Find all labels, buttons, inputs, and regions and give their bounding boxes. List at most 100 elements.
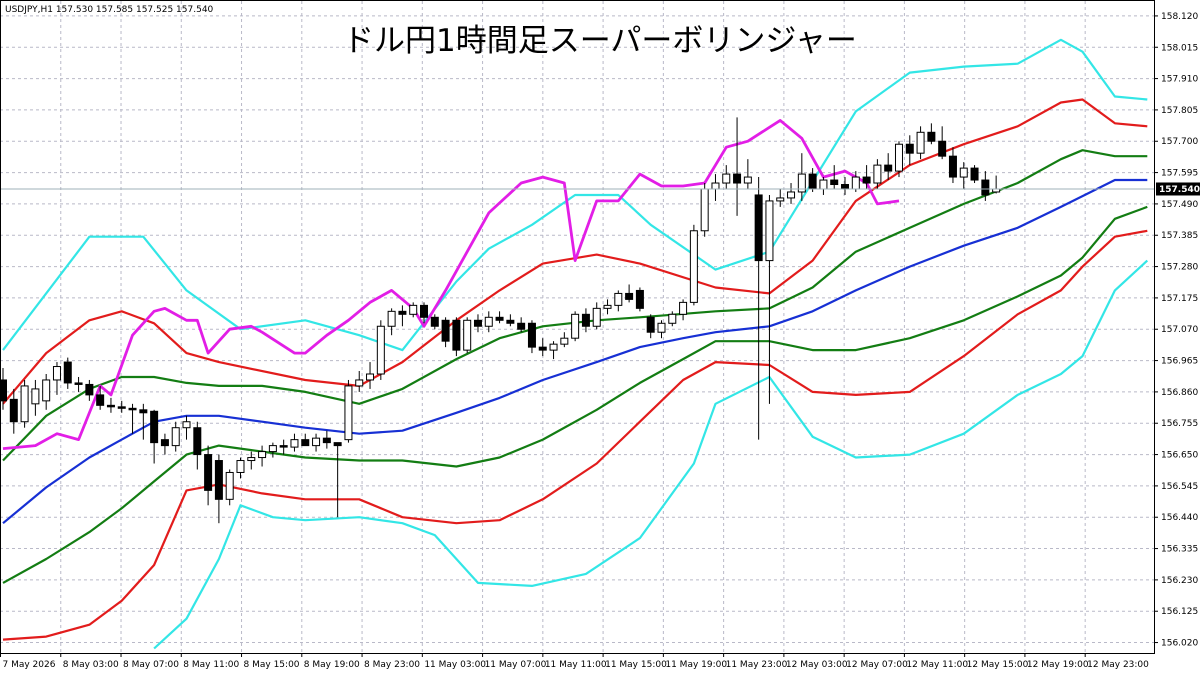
- candle: [204, 445, 213, 506]
- x-tick-label: 12 May 03:00: [786, 660, 848, 670]
- candle-body: [517, 322, 526, 330]
- candle: [905, 135, 914, 166]
- y-tick-label: 157.805: [1161, 106, 1198, 116]
- candle-body: [970, 167, 979, 181]
- x-tick-label: 11 May 03:00: [424, 660, 486, 670]
- y-tick-label: 156.860: [1161, 388, 1198, 398]
- candle: [927, 123, 936, 145]
- candle-body: [473, 319, 482, 327]
- candle: [657, 320, 666, 339]
- time-axis[interactable]: 7 May 2026 8 May 03:00 8 May 07:00 8 May 11…: [0, 653, 1150, 670]
- candle: [430, 314, 439, 330]
- candle: [743, 159, 752, 189]
- candle: [463, 317, 472, 354]
- candle-body: [355, 379, 364, 387]
- candle: [700, 183, 709, 237]
- x-tick-label: 12 May 15:00: [967, 660, 1029, 670]
- y-tick-label: 156.440: [1161, 513, 1198, 523]
- candle-body: [571, 313, 580, 339]
- candle-body: [797, 173, 806, 193]
- candle: [247, 451, 256, 470]
- x-tick-label: 8 May 07:00: [123, 660, 179, 670]
- candle-body: [398, 310, 407, 315]
- candle-body: [851, 176, 860, 190]
- candle-body: [538, 346, 547, 351]
- x-tick-label: 11 May 07:00: [485, 660, 547, 670]
- candle-body: [603, 304, 612, 309]
- candle: [938, 126, 947, 160]
- candle: [85, 379, 94, 401]
- x-tick-label: 8 May 03:00: [63, 660, 119, 670]
- candle: [268, 442, 277, 458]
- candle-body: [927, 131, 936, 142]
- candle-body: [700, 188, 709, 232]
- candle-body: [862, 176, 871, 184]
- candle: [765, 194, 774, 404]
- candle: [387, 308, 396, 336]
- candle-body: [182, 421, 191, 429]
- x-tick-label: 11 May 11:00: [545, 660, 607, 670]
- candle-body: [290, 439, 299, 448]
- candle-body: [268, 445, 277, 453]
- band-line: [2, 178, 1148, 525]
- candle: [506, 314, 515, 327]
- candle: [549, 341, 558, 360]
- candle: [787, 183, 796, 204]
- candle-body: [506, 319, 515, 324]
- candle: [160, 433, 169, 455]
- y-tick-label: 157.070: [1161, 325, 1198, 335]
- candle: [722, 165, 731, 189]
- candle: [344, 379, 353, 443]
- candle-body: [52, 366, 61, 381]
- candle: [679, 299, 688, 321]
- y-tick-label: 156.545: [1161, 482, 1198, 492]
- candle: [31, 379, 40, 416]
- candle: [312, 433, 321, 452]
- candle: [873, 159, 882, 189]
- price-axis[interactable]: 158.120 158.015 157.910 157.805 157.700 157.5…: [1154, 12, 1198, 649]
- current-price-label: 157.540: [1156, 182, 1200, 196]
- candle: [571, 311, 580, 342]
- candle-body: [819, 179, 828, 190]
- candle-body: [312, 437, 321, 447]
- candle-body: [830, 179, 839, 186]
- x-tick-label: 12 May 07:00: [846, 660, 908, 670]
- candle-body: [916, 131, 925, 154]
- candle: [150, 409, 159, 464]
- current-price-label-text: 157.540: [1159, 185, 1200, 195]
- candle-body: [301, 439, 310, 447]
- y-tick-label: 157.490: [1161, 200, 1198, 210]
- candle: [290, 433, 299, 452]
- candle: [981, 171, 990, 201]
- x-tick-label: 8 May 11:00: [183, 660, 239, 670]
- candle-body: [128, 407, 137, 411]
- candle: [625, 284, 634, 303]
- candle: [592, 302, 601, 330]
- candle-body: [884, 164, 893, 172]
- bollinger-bands: [2, 38, 1149, 650]
- candle-body: [981, 179, 990, 196]
- y-tick-label: 156.020: [1161, 639, 1198, 649]
- candle-body: [484, 316, 493, 327]
- candle: [398, 305, 407, 327]
- candle-body: [873, 164, 882, 184]
- candle: [322, 430, 331, 449]
- y-tick-label: 157.595: [1161, 169, 1198, 179]
- x-tick-label: 12 May 23:00: [1087, 660, 1149, 670]
- band-line: [153, 259, 1149, 650]
- chart-title: ドル円1時間足スーパーボリンジャー: [343, 23, 857, 59]
- candle: [527, 320, 536, 354]
- candle: [279, 439, 288, 455]
- candle-body: [689, 230, 698, 303]
- candle-body: [387, 310, 396, 327]
- band-line: [2, 119, 900, 450]
- candle-body: [441, 319, 450, 342]
- candle: [182, 415, 191, 440]
- candle: [258, 445, 267, 467]
- candle-body: [214, 460, 223, 500]
- candle: [9, 388, 18, 434]
- candle-body: [722, 173, 731, 184]
- x-tick-label: 11 May 15:00: [605, 660, 667, 670]
